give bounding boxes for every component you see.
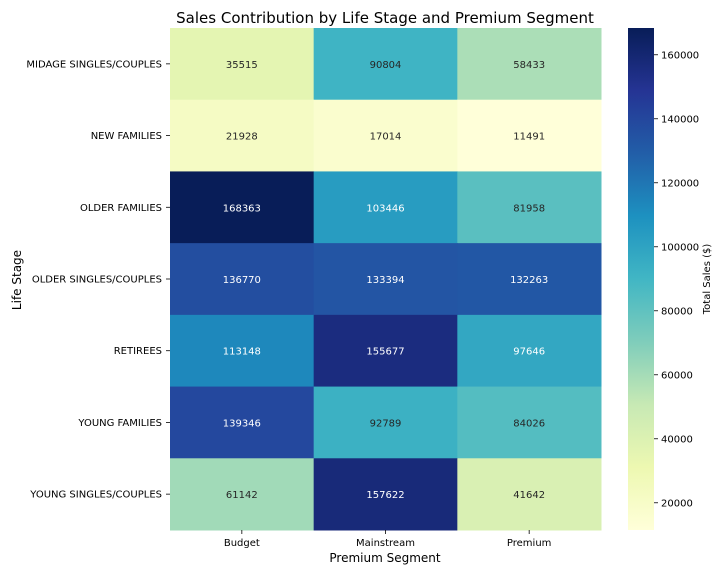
cell-value-label: 132263 <box>510 275 548 286</box>
cell-value-label: 133394 <box>366 275 404 286</box>
cell-value-label: 81958 <box>513 203 545 214</box>
cell-value-label: 58433 <box>513 60 545 71</box>
cell-value-label: 35515 <box>226 60 258 71</box>
heatmap-cell <box>313 99 458 172</box>
y-tick-label: OLDER SINGLES/COUPLES <box>32 275 162 286</box>
cell-value-label: 113148 <box>223 347 261 358</box>
cell-value-label: 157622 <box>366 490 404 501</box>
heatmap-cell <box>313 314 458 388</box>
y-axis-label: Life Stage <box>10 250 24 310</box>
heatmap-cell <box>170 243 315 316</box>
cell-value-label: 139346 <box>223 418 261 429</box>
heatmap-cell <box>170 171 315 244</box>
cell-value-label: 84026 <box>513 418 545 429</box>
heatmap-cell <box>457 243 602 316</box>
heatmap-cell <box>170 28 315 101</box>
y-tick-label: YOUNG SINGLES/COUPLES <box>29 490 162 501</box>
cell-value-label: 11491 <box>513 132 545 143</box>
x-tick-labels: Budget Mainstream Premium <box>224 530 552 549</box>
colorbar-tick-label: 140000 <box>661 114 699 125</box>
y-tick-label: NEW FAMILIES <box>91 131 162 142</box>
heatmap-cells: 35515 90804 58433 21928 17014 11491 168363 1034… <box>170 28 602 531</box>
y-tick-label: YOUNG FAMILIES <box>77 418 162 429</box>
heatmap-cell <box>170 99 315 172</box>
heatmap-cell <box>170 314 315 388</box>
cell-value-label: 97646 <box>513 347 545 358</box>
y-tick-label: OLDER FAMILIES <box>80 203 162 214</box>
colorbar-tick-label: 160000 <box>661 50 699 61</box>
heatmap-cell <box>313 28 458 101</box>
colorbar-tick-label: 40000 <box>661 434 693 445</box>
colorbar-tick-label: 120000 <box>661 178 699 189</box>
x-tick-label: Premium <box>507 538 552 549</box>
heatmap-cell <box>457 171 602 244</box>
colorbar-label: Total Sales ($) <box>702 244 713 316</box>
colorbar-tick-label: 60000 <box>661 370 693 381</box>
chart-title: Sales Contribution by Life Stage and Pre… <box>176 9 594 27</box>
cell-value-label: 92789 <box>370 418 402 429</box>
y-tick-labels: MIDAGE SINGLES/COUPLES NEW FAMILIES OLDER … <box>26 59 170 501</box>
heatmap-cell <box>457 99 602 172</box>
colorbar-tick-label: 100000 <box>661 242 699 253</box>
x-tick-label: Budget <box>224 538 260 549</box>
colorbar-ticks: 20000 40000 60000 80000 100000 120000 140000 16… <box>654 50 699 509</box>
colorbar-tick-label: 80000 <box>661 306 693 317</box>
heatmap-cell <box>457 458 602 531</box>
heatmap-cell <box>170 458 315 531</box>
cell-value-label: 90804 <box>370 60 402 71</box>
cell-value-label: 41642 <box>513 490 545 501</box>
x-tick-label: Mainstream <box>356 538 415 549</box>
heatmap-cell <box>313 458 458 531</box>
y-tick-label: MIDAGE SINGLES/COUPLES <box>26 59 162 70</box>
cell-value-label: 103446 <box>366 203 404 214</box>
heatmap-cell <box>457 386 602 459</box>
heatmap-cell <box>313 171 458 244</box>
heatmap-cell <box>313 386 458 459</box>
heatmap-cell <box>170 386 315 459</box>
heatmap-cell <box>457 314 602 388</box>
heatmap-cell <box>457 28 602 101</box>
cell-value-label: 61142 <box>226 490 258 501</box>
y-tick-label: RETIREES <box>114 346 162 357</box>
colorbar <box>628 28 654 530</box>
cell-value-label: 17014 <box>370 132 402 143</box>
cell-value-label: 21928 <box>226 132 258 143</box>
heatmap-cell <box>313 243 458 316</box>
cell-value-label: 155677 <box>366 347 404 358</box>
x-axis-label: Premium Segment <box>329 551 441 565</box>
cell-value-label: 136770 <box>223 275 261 286</box>
colorbar-tick-label: 20000 <box>661 498 693 509</box>
cell-value-label: 168363 <box>223 203 261 214</box>
